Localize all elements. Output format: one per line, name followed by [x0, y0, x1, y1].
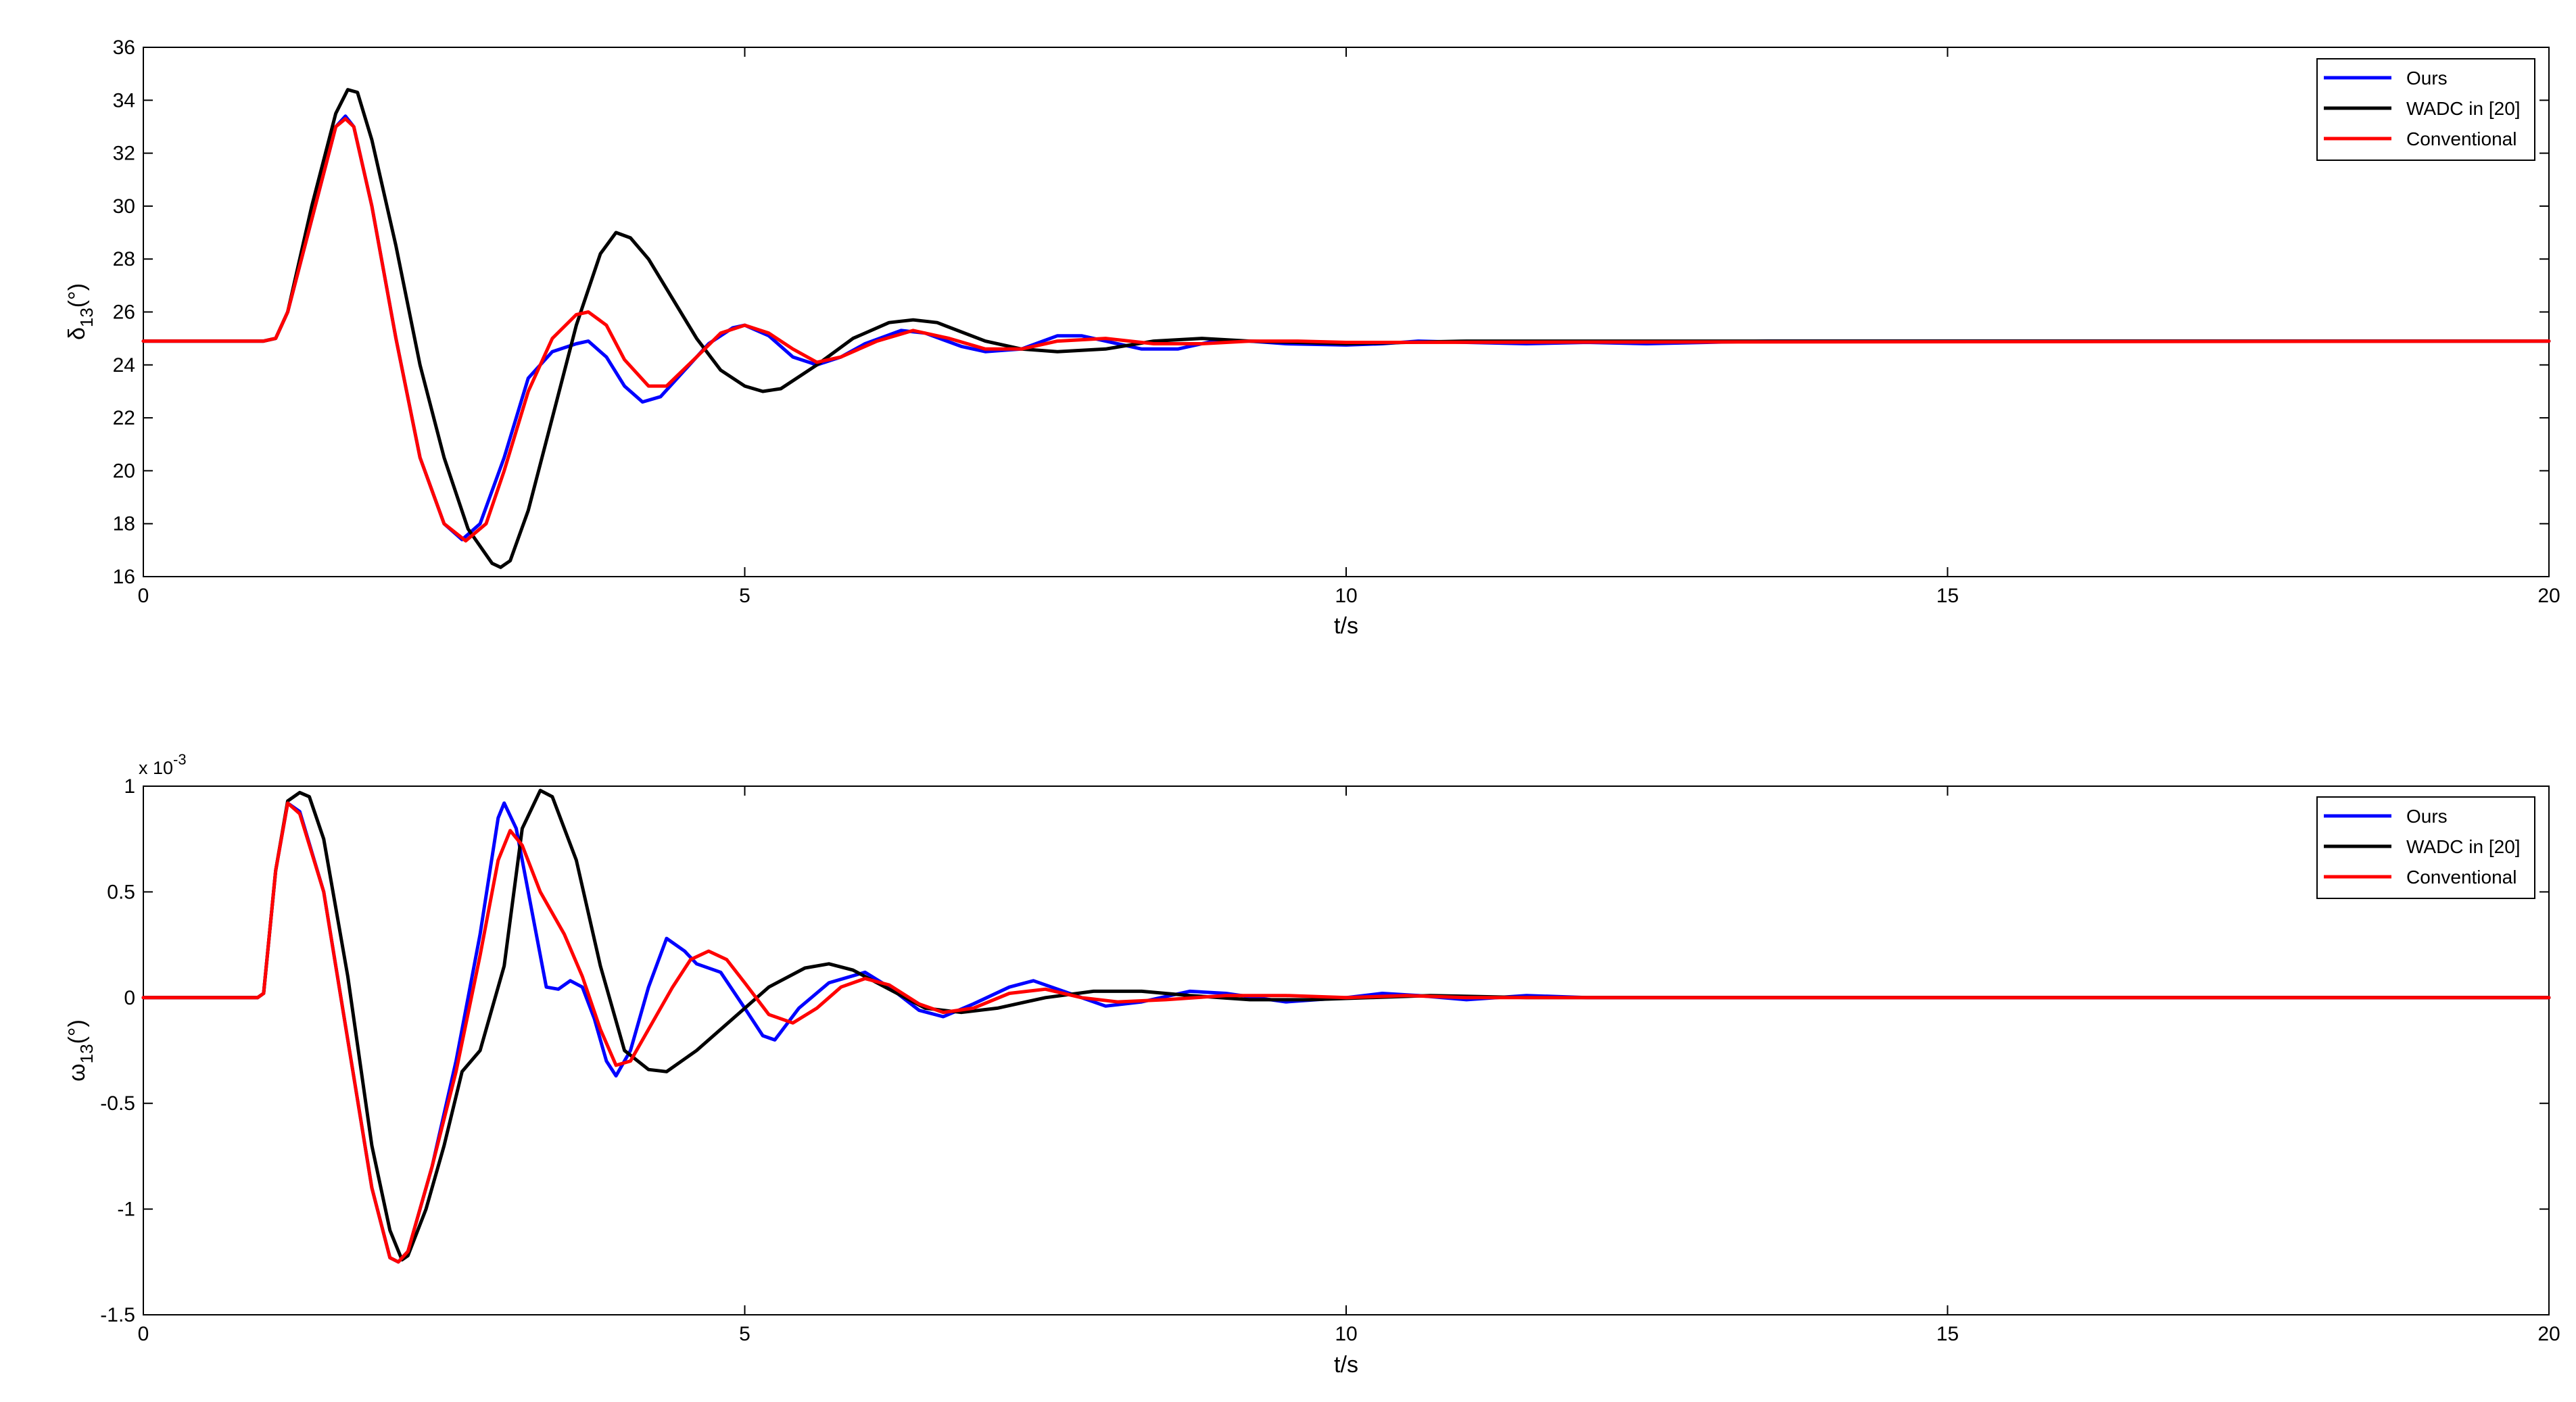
omega-plot-series [141, 788, 2551, 1264]
omega-legend-label-ours: Ours [2406, 806, 2448, 827]
delta-x-tick-label-3: 15 [1936, 585, 1959, 607]
omega-y-axis-label: ω13(°) [64, 1019, 97, 1082]
delta-y-label-main: δ [64, 327, 90, 340]
delta-y-tick-label-9: 34 [113, 89, 135, 112]
delta-series-line-conventional [141, 117, 2551, 543]
omega-x-tick-label-0: 0 [138, 1323, 149, 1345]
omega-y-label-sub: 13 [76, 1044, 97, 1063]
omega-x-tick-label-4: 20 [2537, 1323, 2560, 1345]
omega-y-tick-label-5: 1 [124, 775, 135, 798]
delta-y-tick-label-8: 32 [113, 143, 135, 165]
delta-x-tick-label-2: 10 [1335, 585, 1357, 607]
delta-y-tick-label-6: 28 [113, 248, 135, 270]
delta-y-tick-label-4: 24 [113, 354, 135, 377]
delta-legend-entries: Ours WADC in [20] Conventional [2324, 68, 2521, 149]
delta-legend: Ours WADC in [20] Conventional [2316, 58, 2535, 161]
omega-y-label-unit: (°) [64, 1019, 90, 1044]
delta-y-tick-label-7: 30 [113, 195, 135, 218]
omega-y-label-main: ω [64, 1063, 90, 1082]
delta-plot-ticks: 0 5 10 15 20 16 18 20 22 24 26 28 30 32 34 36 [113, 37, 2560, 607]
omega-y-tick-label-1: -1 [117, 1199, 135, 1221]
omega-exponent-label: x 10-3 [139, 751, 187, 778]
delta-y-tick-label-1: 18 [113, 513, 135, 535]
delta-legend-label-wadc-in-20: WADC in [20] [2406, 98, 2521, 119]
omega-x-tick-label-1: 5 [739, 1323, 750, 1345]
omega-legend: Ours WADC in [20] Conventional [2316, 796, 2535, 899]
delta-y-tick-label-5: 26 [113, 301, 135, 324]
delta-y-label-unit: (°) [64, 283, 90, 308]
delta-y-tick-label-2: 20 [113, 460, 135, 482]
omega-legend-entries: Ours WADC in [20] Conventional [2324, 806, 2521, 888]
omega-y-tick-label-2: -0.5 [100, 1092, 135, 1115]
omega-x-axis-label: t/s [1334, 1352, 1358, 1378]
omega-exponent-base: x 10 [139, 758, 173, 778]
omega-y-tick-label-0: -1.5 [100, 1304, 135, 1326]
delta-y-label-sub: 13 [76, 308, 97, 327]
delta-y-axis-label: δ13(°) [64, 283, 97, 340]
delta-x-tick-label-1: 5 [739, 585, 750, 607]
omega-plot-frame [143, 785, 2550, 1315]
omega-legend-label-wadc-in-20: WADC in [20] [2406, 836, 2521, 857]
delta-plot: 0 5 10 15 20 16 18 20 22 24 26 28 30 32 34 36 t/s δ13(°… [64, 37, 2560, 639]
delta-plot-frame [143, 47, 2550, 577]
delta-legend-label-ours: Ours [2406, 68, 2448, 89]
omega-series-line-conventional [141, 801, 2551, 1264]
delta-plot-series [141, 88, 2551, 569]
omega-x-tick-label-3: 15 [1936, 1323, 1959, 1345]
omega-y-tick-label-3: 0 [124, 987, 135, 1009]
delta-legend-label-conventional: Conventional [2406, 128, 2517, 149]
omega-y-tick-label-4: 0.5 [107, 881, 135, 903]
omega-series-line-wadc-in-20 [141, 788, 2551, 1262]
omega-x-tick-label-2: 10 [1335, 1323, 1357, 1345]
delta-y-tick-label-3: 22 [113, 407, 135, 429]
delta-x-tick-label-4: 20 [2537, 585, 2560, 607]
omega-exponent-power: -3 [173, 751, 187, 768]
delta-y-tick-label-10: 36 [113, 37, 135, 59]
omega-plot-ticks: 0 5 10 15 20 -1.5 -1 -0.5 0 0.5 1 [100, 775, 2560, 1345]
delta-y-tick-label-0: 16 [113, 566, 135, 588]
delta-x-axis-label: t/s [1334, 613, 1358, 639]
delta-series-line-wadc-in-20 [141, 88, 2551, 569]
omega-legend-label-conventional: Conventional [2406, 867, 2517, 888]
delta-x-tick-label-0: 0 [138, 585, 149, 607]
omega-plot: 0 5 10 15 20 -1.5 -1 -0.5 0 0.5 1 x 10-3 t/s ω13(°… [64, 751, 2560, 1378]
